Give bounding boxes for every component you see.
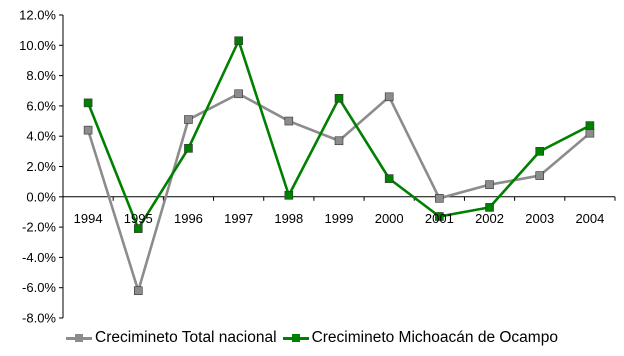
legend-item-michoacan: Crecimineto Michoacán de Ocampo bbox=[282, 329, 558, 347]
legend: Crecimineto Total nacional Crecimineto M… bbox=[0, 326, 624, 350]
y-tick-label: -2.0% bbox=[22, 220, 56, 235]
series-1-point bbox=[184, 144, 193, 153]
series-1-point bbox=[485, 203, 494, 212]
y-tick-label: 6.0% bbox=[26, 98, 56, 113]
x-tick-label: 1999 bbox=[325, 211, 354, 226]
series-0-point bbox=[234, 89, 243, 99]
y-tick-label: 0.0% bbox=[26, 189, 56, 204]
axes bbox=[59, 14, 616, 319]
series-0-point bbox=[83, 125, 93, 135]
y-tick-label: 8.0% bbox=[26, 68, 56, 83]
x-tick-label: 2001 bbox=[425, 211, 454, 226]
y-tick-label: 4.0% bbox=[26, 129, 56, 144]
legend-label-michoacan: Crecimineto Michoacán de Ocampo bbox=[311, 329, 558, 346]
x-tick-label: 2003 bbox=[525, 211, 554, 226]
x-tick-label: 2002 bbox=[475, 211, 504, 226]
series-0-point bbox=[585, 128, 595, 138]
series-1-point bbox=[284, 190, 294, 200]
y-tick-label: -4.0% bbox=[22, 250, 56, 265]
series-1-point bbox=[384, 174, 394, 183]
x-tick-label: 2000 bbox=[375, 211, 404, 226]
series-0-point bbox=[284, 116, 294, 126]
y-tick-label: -8.0% bbox=[22, 311, 56, 326]
y-tick-label: 2.0% bbox=[26, 159, 56, 174]
legend-item-total-nacional: Crecimineto Total nacional bbox=[66, 329, 277, 347]
series-line-0 bbox=[86, 92, 591, 293]
series-1-point bbox=[585, 121, 595, 130]
series-0-point bbox=[384, 92, 394, 102]
series-0-point bbox=[334, 136, 344, 146]
line-chart: -8.0% -6.0% -4.0% -2.0% 0.0% 2.0% 4.0% 6.0% 8.0%… bbox=[19, 8, 616, 326]
series-1-point bbox=[535, 147, 545, 156]
series-1-point bbox=[435, 212, 444, 221]
series-1-point bbox=[83, 98, 93, 108]
series-0-point bbox=[435, 194, 444, 203]
series-0-point bbox=[485, 180, 494, 189]
x-tick-label: 1997 bbox=[224, 211, 253, 226]
x-tick-label: 1995 bbox=[124, 211, 153, 226]
legend-swatch-michoacan bbox=[282, 331, 309, 345]
series-layer bbox=[83, 36, 595, 296]
series-1-point bbox=[334, 94, 344, 103]
x-tick-label: 1994 bbox=[74, 211, 103, 226]
legend-swatch-total-nacional bbox=[66, 331, 93, 345]
series-1-point bbox=[133, 224, 143, 233]
x-tick-label: 1996 bbox=[174, 211, 203, 226]
series-0-point bbox=[184, 115, 193, 124]
tick-labels: -8.0% -6.0% -4.0% -2.0% 0.0% 2.0% 4.0% 6.0% 8.0%… bbox=[19, 8, 604, 326]
series-0-point bbox=[535, 171, 545, 180]
series-1-point bbox=[234, 36, 243, 46]
x-tick-label: 2004 bbox=[575, 211, 604, 226]
y-tick-label: 10.0% bbox=[19, 38, 56, 53]
legend-label-total-nacional: Crecimineto Total nacional bbox=[95, 329, 277, 346]
series-0-point bbox=[133, 286, 143, 296]
x-tick-label: 1998 bbox=[274, 211, 303, 226]
y-tick-label: 12.0% bbox=[19, 8, 56, 23]
y-tick-label: -6.0% bbox=[22, 280, 56, 295]
